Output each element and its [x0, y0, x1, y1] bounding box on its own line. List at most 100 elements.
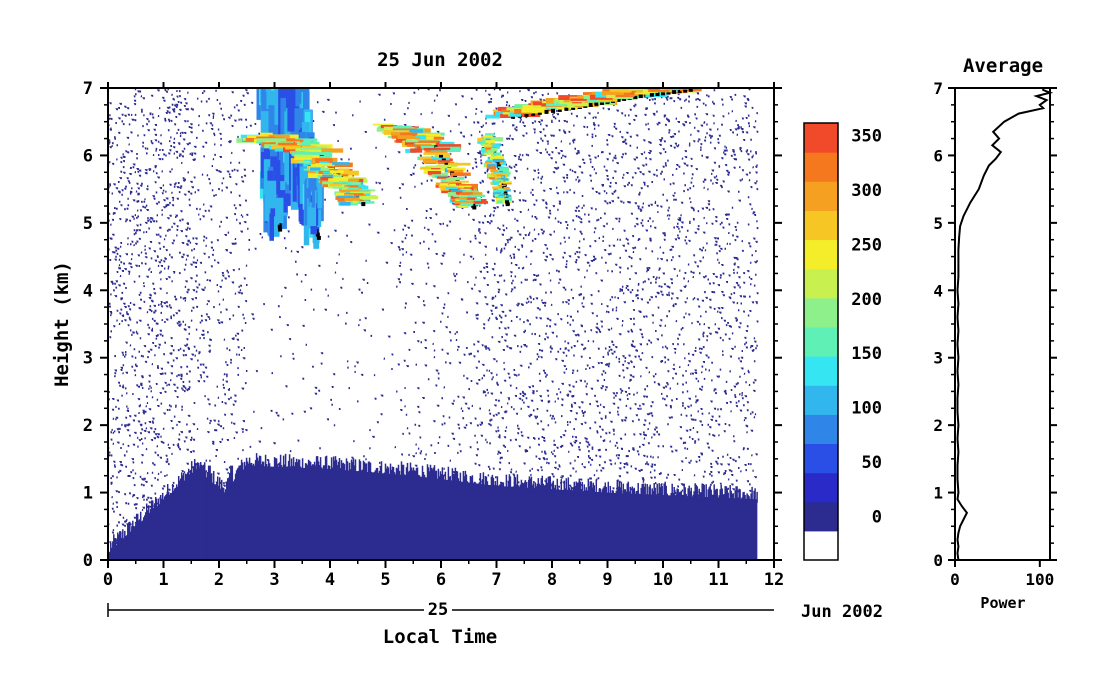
- x-tick-label: 6: [436, 570, 446, 590]
- avg-y-tick-label: 3: [933, 349, 943, 368]
- cloud-cell: [415, 142, 436, 146]
- avg-x-tick-label: 0: [950, 570, 960, 589]
- cloud-cell: [344, 185, 359, 189]
- cloud-cell: [419, 156, 432, 161]
- cloud-cell: [570, 98, 587, 101]
- cloud-base-marker: [666, 90, 671, 95]
- cloud-cell: [302, 163, 310, 185]
- x-tick-label: 1: [158, 570, 168, 590]
- cloud-cell: [454, 201, 468, 204]
- cloud-cell: [446, 167, 466, 170]
- x-tick-label: 7: [491, 570, 501, 590]
- cloud-cell: [272, 43, 275, 84]
- cloud-cell: [481, 144, 491, 147]
- colorbar: 0 50 100 150 200 250 300 350: [803, 122, 882, 561]
- date-axis-gap: [424, 600, 452, 618]
- cloud-cell: [429, 160, 451, 164]
- cloud-cell: [498, 185, 506, 189]
- cloud-cell: [496, 190, 503, 193]
- cloud-base-marker: [649, 92, 654, 97]
- cloud-layer: [372, 123, 488, 210]
- cloud-cell: [279, 180, 291, 206]
- cloud-cell: [256, 138, 287, 142]
- x-tick-label: 12: [764, 570, 784, 590]
- colorbar-segment: [804, 326, 838, 357]
- cloud-cell: [270, 156, 278, 173]
- cloud-cell: [492, 186, 500, 189]
- cloud-cell: [310, 167, 321, 171]
- cloud-cell: [300, 147, 327, 150]
- cloud-base-marker: [655, 92, 660, 96]
- colorbar-tick-label: 150: [851, 344, 882, 364]
- colorbar-segment: [804, 268, 838, 299]
- cloud-cell: [423, 148, 447, 151]
- cloud-cell: [460, 188, 471, 192]
- cloud-base-marker: [277, 224, 282, 229]
- colorbar-segment: [804, 385, 838, 415]
- avg-y-tick-label: 4: [933, 281, 943, 300]
- cloud-cell: [503, 182, 512, 185]
- cloud-cell: [418, 140, 438, 144]
- cloud-cell: [340, 189, 360, 193]
- cloud-base-marker: [524, 112, 529, 117]
- colorbar-segment: [804, 123, 838, 153]
- cloud-cell: [505, 189, 511, 192]
- cloud-cell: [480, 142, 489, 146]
- y-tick-label: 3: [83, 349, 93, 369]
- striation: [207, 465, 211, 560]
- colorbar-segment: [804, 181, 838, 211]
- cloud-cell: [521, 108, 547, 113]
- cloud-cell: [294, 154, 312, 158]
- cloud-cell: [496, 174, 503, 177]
- colorbar-segment: [804, 297, 838, 328]
- cloud-cell: [408, 136, 420, 139]
- average-power-line: [956, 88, 1054, 561]
- cloud-cell: [268, 105, 279, 143]
- cloud-cell: [399, 129, 424, 134]
- average-x-axis-label: Power: [980, 594, 1025, 612]
- cloud-cell: [466, 192, 483, 196]
- cloud-cell: [264, 88, 278, 89]
- cloud-cell: [488, 166, 496, 170]
- y-axis-label: Height (km): [51, 261, 73, 387]
- cloud-cell: [482, 135, 493, 140]
- cloud-base-marker: [600, 100, 604, 105]
- cloud-cell: [311, 175, 315, 208]
- cloud-cell: [296, 160, 311, 164]
- cloud-cell: [285, 37, 299, 74]
- cloud-cell: [293, 40, 306, 70]
- cloud-cell: [448, 162, 471, 166]
- cloud-cell: [472, 201, 488, 204]
- cloud-cell: [490, 169, 498, 173]
- cloud-cell: [469, 203, 482, 206]
- cloud-cell: [587, 98, 609, 103]
- cloud-cell: [329, 170, 344, 174]
- cloud-cell: [434, 172, 449, 176]
- cloud-cell: [270, 88, 287, 91]
- cloud-base-marker: [551, 108, 556, 113]
- cloud-cell: [302, 88, 310, 124]
- cloud-cell: [460, 192, 473, 196]
- cloud-base-marker: [278, 227, 283, 232]
- cloud-cell: [339, 201, 351, 206]
- colorbar-segment: [804, 356, 838, 386]
- cloud-cell: [322, 181, 334, 185]
- cloud-base-marker: [472, 205, 477, 210]
- colorbar-tick-label: 350: [851, 127, 882, 147]
- colorbar-segment: [804, 443, 838, 474]
- cloud-cell: [506, 194, 512, 197]
- cloud-cell: [268, 204, 280, 237]
- y-tick-label: 2: [83, 416, 93, 436]
- striation: [230, 465, 234, 560]
- cloud-cell: [274, 54, 294, 87]
- cloud-cell: [419, 167, 432, 170]
- avg-y-tick-label: 1: [933, 484, 943, 503]
- cloud-cell: [267, 63, 271, 87]
- cloud-cell: [445, 186, 457, 190]
- cloud-base-marker: [505, 199, 509, 204]
- cloud-cell: [277, 142, 298, 146]
- cloud-cell: [282, 38, 296, 68]
- colorbar-segment: [804, 501, 838, 532]
- cloud-cell: [266, 44, 272, 85]
- surface-layer: [108, 465, 758, 560]
